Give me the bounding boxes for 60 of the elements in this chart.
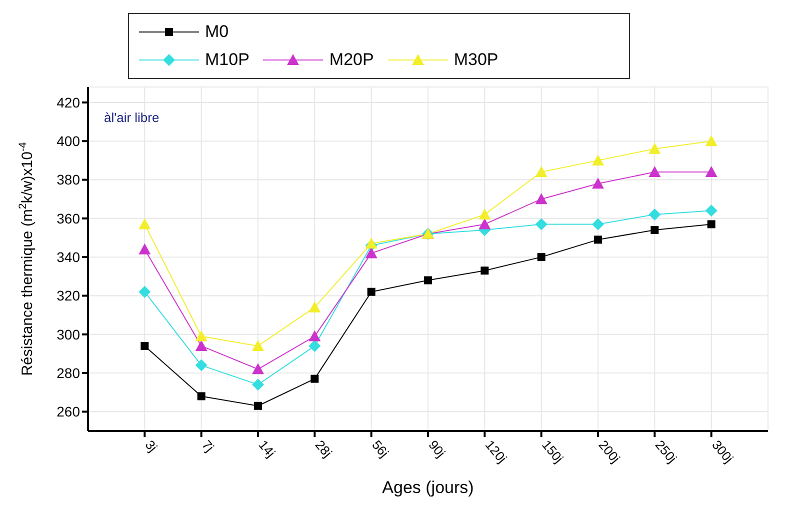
y-tick-label: 400 <box>56 133 80 150</box>
point <box>705 204 718 217</box>
point <box>535 166 548 178</box>
x-axis-title: Ages (jours) <box>382 478 474 497</box>
point <box>308 301 321 312</box>
y-tick-label: 300 <box>56 326 80 342</box>
x-tick-label: 90j <box>426 437 448 460</box>
point <box>195 330 208 342</box>
point <box>195 340 208 351</box>
legend-label: M20P <box>329 50 374 70</box>
legend-label: M10P <box>205 50 250 70</box>
y-tick-label: 420 <box>56 94 80 110</box>
point <box>195 359 208 372</box>
point <box>365 238 378 249</box>
point <box>648 142 661 154</box>
point <box>424 276 432 284</box>
point <box>648 208 661 221</box>
x-tick-label: 7j <box>199 437 218 455</box>
point <box>592 218 604 230</box>
y-tick-label: 380 <box>56 172 80 188</box>
x-tick-label: 14j <box>256 437 278 460</box>
point <box>478 218 491 230</box>
point <box>535 193 548 204</box>
point <box>252 378 264 391</box>
point <box>650 226 659 234</box>
point <box>252 340 264 351</box>
legend-label: M0 <box>205 22 229 42</box>
y-tick-label: 340 <box>56 249 80 266</box>
point <box>480 266 489 275</box>
y-tick-label: 320 <box>56 288 80 304</box>
point <box>138 243 151 254</box>
y-tick-label: 280 <box>56 364 80 381</box>
point <box>308 330 321 342</box>
x-tick-label: 56j <box>369 437 392 460</box>
point <box>592 154 604 166</box>
y-tick-label: 360 <box>56 210 80 226</box>
point <box>138 286 151 298</box>
point <box>308 340 321 352</box>
x-tick-label: 3j <box>142 437 160 455</box>
point <box>648 166 661 178</box>
annotation: àl'air libre <box>104 110 160 125</box>
point <box>537 253 546 262</box>
point <box>707 220 716 228</box>
point <box>705 166 718 178</box>
point <box>592 178 604 189</box>
point <box>705 135 718 146</box>
point <box>478 208 491 220</box>
x-tick-label: 28j <box>312 437 336 460</box>
point <box>367 288 376 296</box>
point <box>310 374 319 383</box>
point <box>138 218 151 230</box>
point <box>197 392 206 400</box>
point <box>535 218 548 230</box>
y-tick-label: 260 <box>56 404 80 420</box>
point <box>365 247 378 258</box>
point <box>254 402 262 410</box>
point <box>594 236 602 244</box>
point <box>252 363 264 374</box>
legend-label: M30P <box>454 50 498 70</box>
point <box>140 342 149 350</box>
